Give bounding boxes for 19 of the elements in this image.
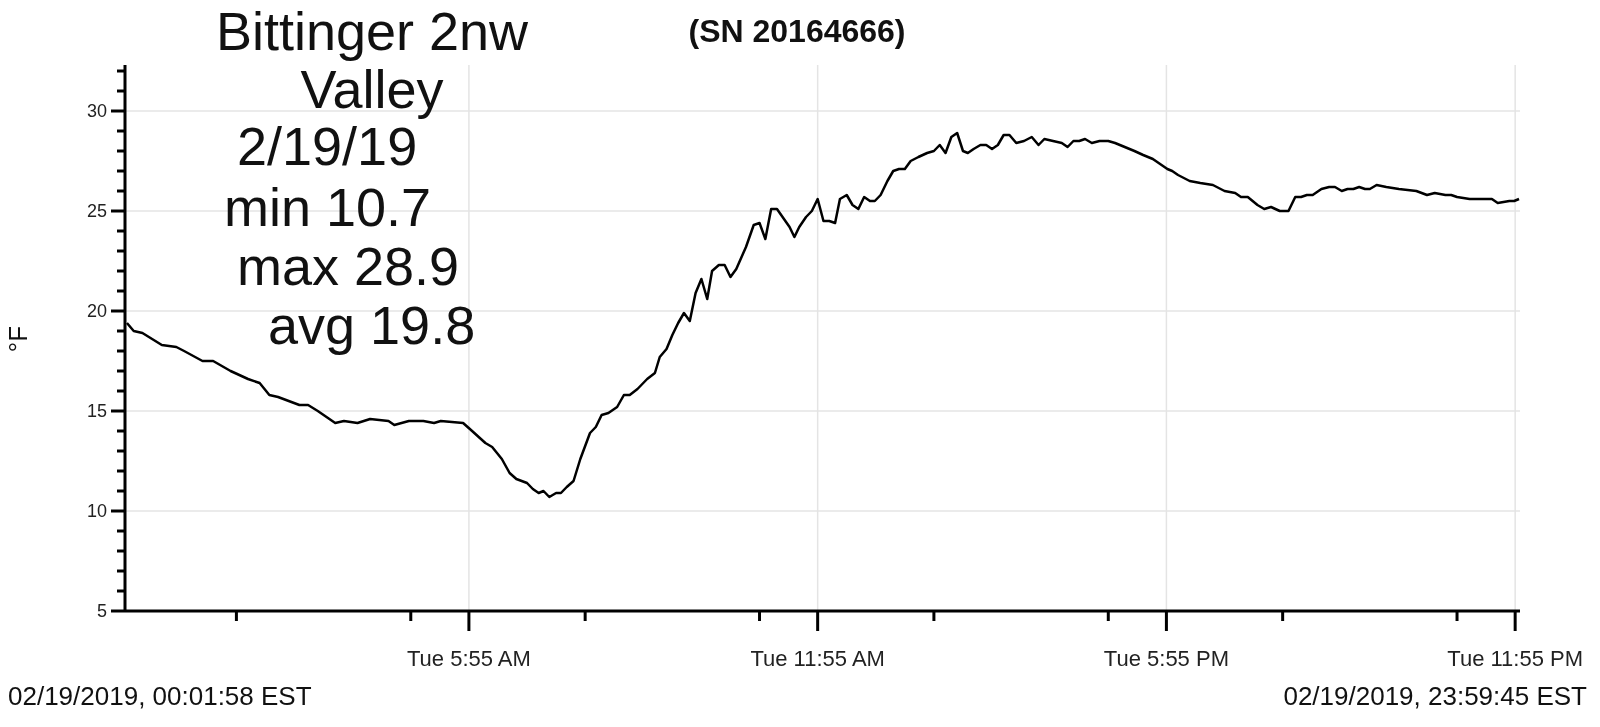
annotation: min 10.7	[224, 177, 432, 237]
x-tick-label: Tue 5:55 PM	[1103, 645, 1229, 671]
chart-title: Bittinger 2nw Valley	[214, 1, 530, 119]
y-tick-label: 10	[86, 501, 107, 521]
y-tick-label: 20	[86, 301, 107, 321]
y-tick-label: 5	[96, 601, 107, 621]
y-tick-label: 25	[86, 201, 107, 221]
x-tick-label: Tue 11:55 AM	[750, 645, 885, 671]
annotation: avg 19.8	[268, 295, 476, 355]
x-tick-label: Tue 5:55 AM	[406, 645, 531, 671]
chart-subtitle: (SN 20164666)	[687, 12, 907, 50]
y-tick-label: 30	[86, 101, 107, 121]
text: 02/19/2019, 00:01:58 EST	[8, 681, 312, 711]
text: 02/19/2019, 23:59:45 EST	[1283, 681, 1587, 711]
y-axis-title: °F	[3, 325, 33, 353]
annotation: 2/19/19	[237, 116, 418, 176]
y-tick-label: 15	[86, 401, 107, 421]
annotation: max 28.9	[237, 236, 460, 296]
x-tick-label: Tue 11:55 PM	[1447, 645, 1584, 671]
